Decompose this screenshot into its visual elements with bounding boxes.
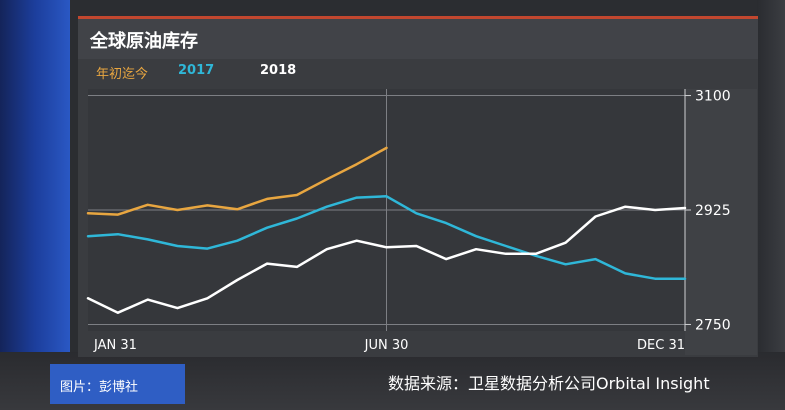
title-bar: 全球原油库存 — [78, 19, 758, 59]
image-credit-box: 图片：彭博社 — [50, 364, 185, 404]
y-tick-label: 3100 — [695, 89, 731, 105]
series-line-ytd — [86, 146, 388, 216]
x-tick-label: JAN 31 — [93, 338, 137, 353]
x-tick-label: DEC 31 — [637, 338, 685, 353]
series-line-2018 — [86, 205, 687, 314]
chart-title: 全球原油库存 — [90, 31, 198, 52]
y-axis-strip — [685, 89, 757, 355]
y-tick-label: 2925 — [695, 203, 731, 219]
legend-ytd: 年初迄今 — [96, 67, 149, 82]
background-left-blue — [0, 0, 70, 410]
legend-2018: 2018 — [260, 63, 297, 78]
chart-svg: 3100 2925 2750 JAN 31 JUN 30 DEC 31 — [86, 89, 757, 355]
y-tick-label: 2750 — [695, 317, 731, 333]
data-source: 数据来源：卫星数据分析公司Orbital Insight — [388, 374, 710, 393]
chart-panel: 全球原油库存 年初迄今 2017 2018 3100 2925 2750 JAN 31… — [78, 16, 758, 357]
legend-2017: 2017 — [178, 63, 215, 78]
series-line-2017 — [86, 195, 687, 280]
x-tick-label: JUN 30 — [364, 338, 409, 353]
background-right — [757, 0, 785, 410]
image-credit: 图片：彭博社 — [60, 380, 139, 395]
